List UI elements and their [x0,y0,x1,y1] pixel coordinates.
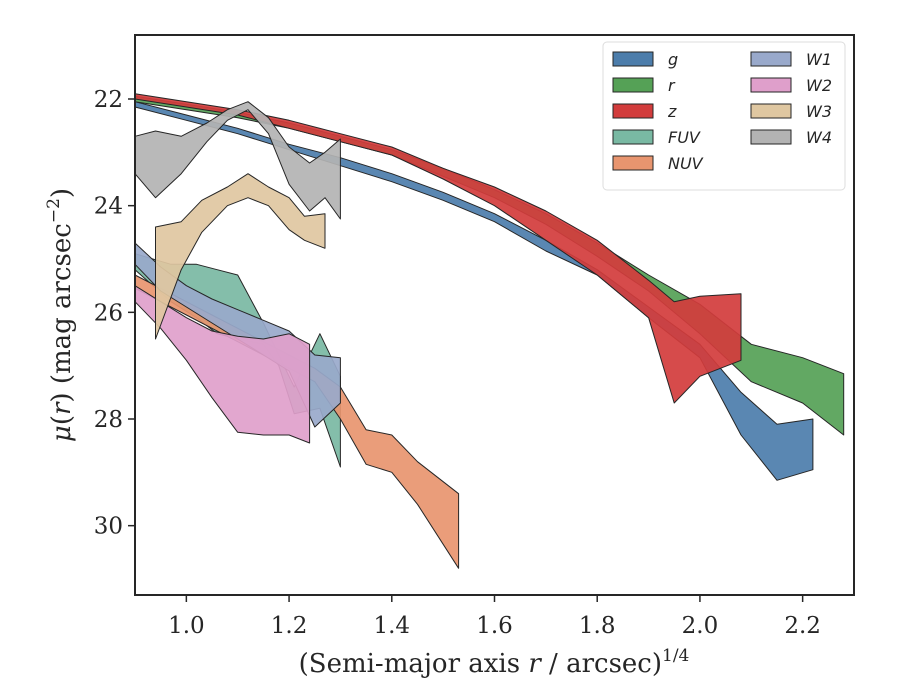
x-axis: 1.0 1.2 1.4 1.6 1.8 2.0 2.2 [168,595,821,639]
series-band-w3 [155,173,326,340]
series-band-w2 [134,285,311,444]
legend-label-r: r [668,76,676,95]
y-tick-label: 26 [94,300,123,326]
legend-label-w4: W4 [806,128,832,147]
x-tick-label: 1.4 [373,613,410,639]
legend-swatch-w3 [750,103,792,119]
x-tick-label: 2.2 [784,613,821,639]
x-tick-label: 1.8 [579,613,616,639]
legend-swatch-r [612,77,654,93]
legend-swatch-z [612,103,654,119]
series-band-w4 [134,101,341,220]
legend-label-nuv: NUV [668,154,704,173]
legend-swatch-w2 [750,77,792,93]
legend-label-g: g [668,50,678,69]
legend-label-w1: W1 [806,50,832,69]
x-tick-label: 2.0 [682,613,719,639]
legend-label-w3: W3 [806,102,832,121]
series-layer [134,93,845,569]
legend-swatch-w4 [750,129,792,145]
legend-label-z: z [667,102,677,121]
legend-label-w2: W2 [806,76,832,95]
y-tick-label: 30 [94,514,123,540]
legend-label-fuv: FUV [668,128,701,147]
y-tick-label: 28 [94,407,123,433]
legend-swatch-fuv [612,129,654,145]
y-tick-label: 22 [94,87,123,113]
series-band-w1 [134,242,341,428]
x-tick-label: 1.6 [476,613,513,639]
x-tick-label: 1.2 [271,613,308,639]
y-axis-label: μ(r) (mag arcsec−2) [44,188,77,442]
x-axis-label: (Semi-major axis r / arcsec)1/4 [299,646,690,679]
legend-swatch-nuv [612,155,654,171]
legend: grz FUV NUV W1 W2 W3 W4 [602,41,846,191]
y-tick-label: 24 [94,194,123,220]
legend-swatch-w1 [750,51,792,67]
y-axis: 22 24 26 28 30 [94,87,135,540]
series-band-z [134,93,742,404]
x-tick-label: 1.0 [168,613,205,639]
legend-swatch-g [612,51,654,67]
